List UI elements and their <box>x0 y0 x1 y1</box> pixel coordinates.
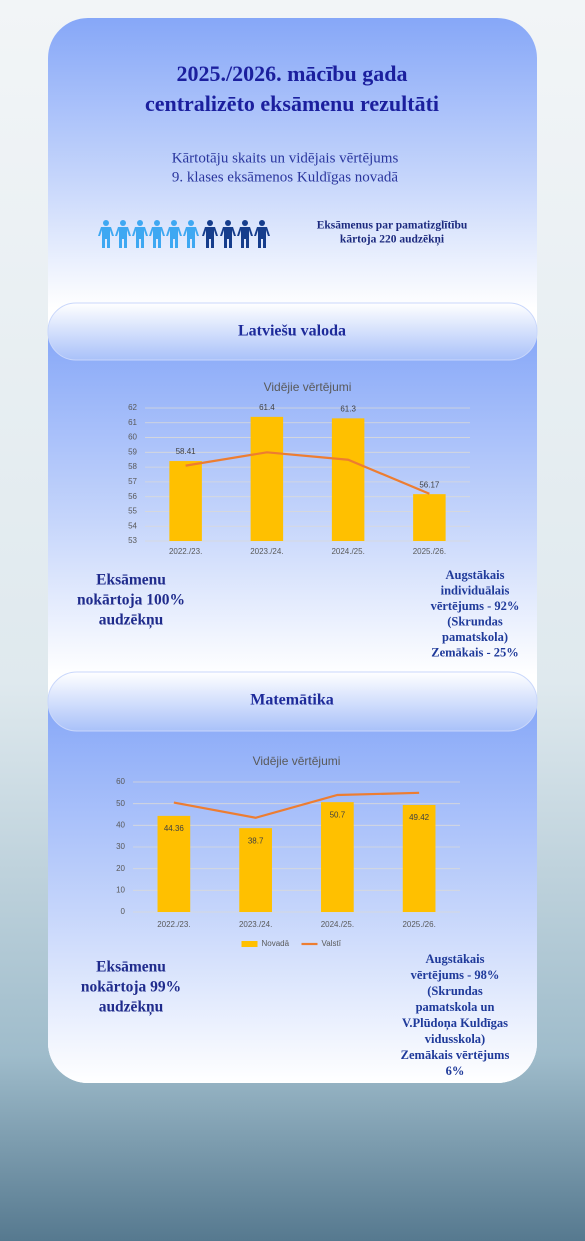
data-label: 50.7 <box>330 810 346 819</box>
score-note: 6% <box>446 1064 465 1078</box>
data-label: 49.42 <box>409 813 430 822</box>
pass-note: audzēkņu <box>99 612 164 629</box>
score-note: vērtējums - 92% <box>431 599 520 613</box>
chart-title: Vidējie vērtējumi <box>253 754 341 768</box>
x-tick-label: 2024./25. <box>331 547 364 556</box>
y-tick-label: 50 <box>116 799 125 808</box>
score-note: V.Plūdoņa Kuldīgas <box>402 1016 508 1031</box>
legend-swatch <box>241 941 258 947</box>
data-label: 56.17 <box>419 480 440 489</box>
score-note: Zemākais vērtējums <box>401 1048 510 1062</box>
y-tick-label: 60 <box>116 777 125 786</box>
legend-label: Valstī <box>322 939 342 948</box>
y-tick-label: 59 <box>128 447 137 456</box>
x-tick-label: 2025./26. <box>413 547 446 556</box>
y-tick-label: 57 <box>128 477 137 486</box>
x-tick-label: 2023./24. <box>250 547 283 556</box>
title: centralizēto eksāmenu rezultāti <box>145 91 439 116</box>
section-heading: Latviešu valoda <box>238 323 346 340</box>
y-tick-label: 60 <box>128 433 137 442</box>
section-heading: Matemātika <box>250 692 334 709</box>
data-label: 44.36 <box>164 824 185 833</box>
line <box>173 791 420 819</box>
y-tick-label: 20 <box>116 864 125 873</box>
score-note: Augstākais <box>445 568 504 582</box>
y-tick-label: 61 <box>128 418 137 427</box>
x-tick-label: 2022./23. <box>157 920 190 929</box>
score-note: (Skrundas <box>427 984 483 998</box>
x-tick-label: 2025./26. <box>402 920 435 929</box>
y-tick-label: 56 <box>128 492 137 501</box>
y-tick-label: 62 <box>128 403 137 412</box>
subtitle: 9. klases eksāmenos Kuldīgas novadā <box>172 169 399 185</box>
pass-note: Eksāmenu <box>96 959 166 976</box>
legend-label: Novadā <box>262 939 290 948</box>
pass-note: nokārtoja 100% <box>77 592 185 609</box>
title: 2025./2026. mācību gada <box>176 61 407 86</box>
bar <box>331 418 365 541</box>
score-note: Augstākais <box>425 952 484 966</box>
bar <box>402 804 436 912</box>
bar <box>169 461 202 541</box>
x-tick-label: 2022./23. <box>169 547 202 556</box>
data-label: 61.4 <box>259 403 275 412</box>
data-label: 38.7 <box>248 836 264 845</box>
y-tick-label: 54 <box>128 521 137 530</box>
card <box>48 18 537 1083</box>
bar <box>239 828 272 912</box>
x-tick-label: 2024./25. <box>321 920 354 929</box>
line <box>185 451 430 495</box>
data-label: 61.3 <box>340 404 356 413</box>
score-note: pamatskola) <box>442 630 508 644</box>
section-header <box>47 302 538 361</box>
score-note: vērtējums - 98% <box>411 968 500 982</box>
y-tick-label: 55 <box>128 507 137 516</box>
y-tick-label: 53 <box>128 536 137 545</box>
score-note: (Skrundas <box>447 614 503 628</box>
chart-title: Vidējie vērtējumi <box>264 380 352 394</box>
y-tick-label: 40 <box>116 820 125 829</box>
y-tick-label: 0 <box>121 907 126 916</box>
score-note: vidusskola) <box>425 1032 485 1046</box>
bar <box>250 416 284 541</box>
pass-note: Eksāmenu <box>96 572 166 589</box>
bar <box>413 494 446 541</box>
pass-note: audzēkņu <box>99 999 164 1016</box>
note: Eksāmenus par pamatizglītību <box>317 220 468 232</box>
bar <box>321 802 354 912</box>
x-tick-label: 2023./24. <box>239 920 272 929</box>
y-tick-label: 10 <box>116 885 125 894</box>
subtitle: Kārtotāju skaits un vidējais vērtējums <box>172 150 399 166</box>
section-header <box>47 671 538 732</box>
note: kārtoja 220 audzēkņi <box>340 234 445 247</box>
score-note: individuālais <box>441 583 510 597</box>
score-note: pamatskola un <box>416 1000 495 1014</box>
bar <box>157 815 191 912</box>
y-tick-label: 58 <box>128 462 137 471</box>
score-note: Zemākais - 25% <box>431 645 519 659</box>
data-label: 58.41 <box>176 447 197 456</box>
pass-note: nokārtoja 99% <box>81 979 181 996</box>
y-tick-label: 30 <box>116 842 125 851</box>
